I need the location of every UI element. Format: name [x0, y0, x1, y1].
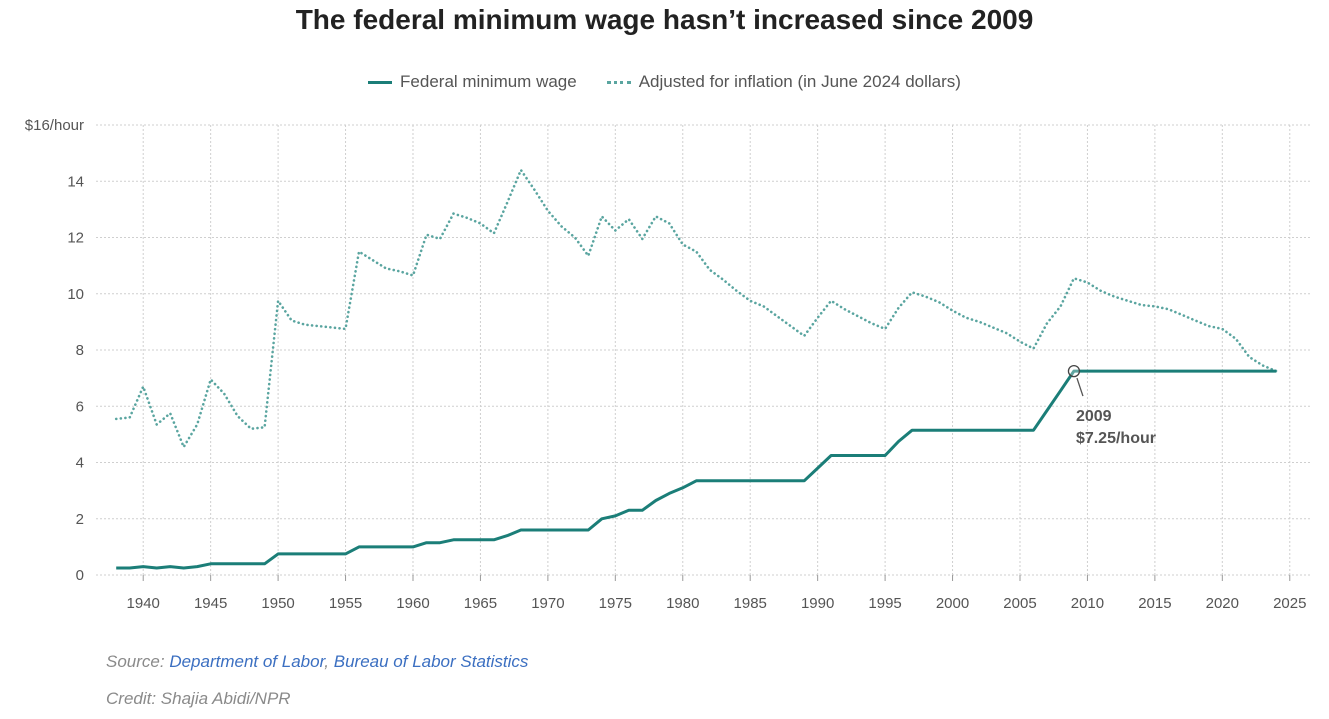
y-tick-label: 0	[76, 567, 84, 584]
x-tick-label: 1940	[127, 595, 160, 612]
grid	[96, 124, 1310, 576]
x-tick-label: 1980	[666, 595, 699, 612]
annotation: 2009 $7.25/hour	[1067, 364, 1156, 447]
annotation-value: $7.25/hour	[1076, 430, 1156, 447]
legend-label-nominal: Federal minimum wage	[400, 72, 577, 91]
x-tick-label: 1990	[801, 595, 834, 612]
series	[114, 168, 1278, 570]
legend-swatch-solid	[368, 80, 393, 84]
legend-item-adjusted: Adjusted for inflation (in June 2024 dol…	[606, 72, 961, 92]
source-separator: ,	[324, 652, 334, 671]
x-tick-label: 1945	[194, 595, 227, 612]
x-tick-label: 2000	[936, 595, 969, 612]
x-tick-label: 1965	[464, 595, 497, 612]
source-link-dol[interactable]: Department of Labor	[169, 652, 325, 671]
y-tick-label: 14	[67, 173, 84, 190]
x-tick-label: 2015	[1138, 595, 1171, 612]
annotation-year: 2009	[1076, 408, 1112, 425]
x-tick-label: 1955	[329, 595, 362, 612]
legend-item-nominal: Federal minimum wage	[368, 72, 577, 92]
y-tick-label: 12	[67, 230, 84, 247]
source-prefix: Source:	[106, 652, 170, 671]
legend-label-adjusted: Adjusted for inflation (in June 2024 dol…	[638, 72, 961, 91]
x-tick-label: 1995	[868, 595, 901, 612]
x-tick-label: 1950	[261, 595, 294, 612]
x-tick-label: 2010	[1071, 595, 1104, 612]
x-tick-label: 2025	[1273, 595, 1306, 612]
legend-swatch-dotted	[606, 80, 631, 84]
series-line-nominal	[116, 369, 1277, 570]
x-tick-label: 1975	[599, 595, 632, 612]
y-tick-label: 6	[76, 398, 84, 415]
chart-title: The federal minimum wage hasn’t increase…	[295, 4, 1034, 35]
x-tick-label: 2020	[1206, 595, 1239, 612]
y-tick-label: 2	[76, 511, 84, 528]
y-tick-label: 8	[76, 342, 84, 359]
x-tick-label: 1985	[734, 595, 767, 612]
credit-note: Credit: Shajia Abidi/NPR	[106, 689, 291, 708]
series-line-adjusted	[114, 168, 1278, 449]
legend: Federal minimum wage Adjusted for inflat…	[0, 72, 1329, 92]
source-link-bls[interactable]: Bureau of Labor Statistics	[333, 652, 529, 671]
y-tick-label: 10	[67, 286, 84, 303]
y-tick-label: $16/hour	[25, 117, 84, 134]
x-tick-label: 2005	[1003, 595, 1036, 612]
source-note: Source: Department of Labor, Bureau of L…	[106, 652, 528, 672]
annotation-marker	[1067, 364, 1081, 378]
x-tick-label: 1970	[531, 595, 564, 612]
x-tick-label: 1960	[396, 595, 429, 612]
axes: 0 2 4 6 8 10 12 14 $16/hour 1940 1945 1950 1955 1960 1…	[25, 117, 1307, 612]
annotation-leader	[1076, 377, 1084, 397]
y-tick-label: 4	[76, 455, 84, 472]
